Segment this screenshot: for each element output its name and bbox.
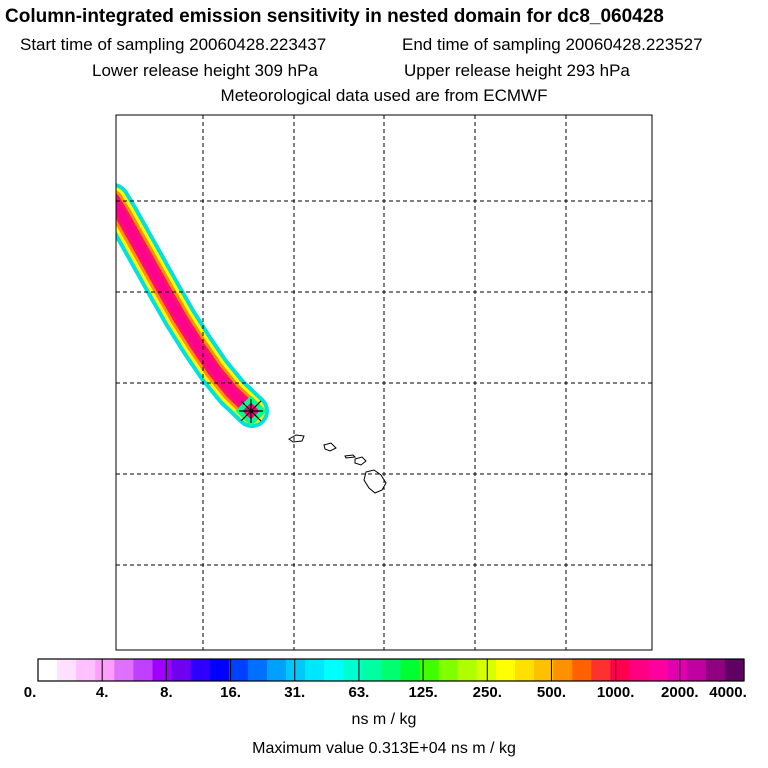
sensitivity-plume: [116, 183, 269, 428]
colorbar-tick-label: 1000.: [596, 684, 635, 701]
island-maui: [354, 456, 367, 466]
colorbar-cell: [76, 659, 96, 681]
island-kauai: [288, 434, 305, 443]
colorbar-cell: [114, 659, 134, 681]
met-data-label: Meteorological data used are from ECMWF: [220, 86, 548, 105]
colorbar-cell: [515, 659, 535, 681]
colorbar-cell: [228, 659, 249, 681]
colorbar-cell: [38, 659, 58, 681]
island-oahu: [323, 442, 337, 452]
colorbar-cell: [419, 659, 440, 681]
end-time-label: End time of sampling 20060428.223527: [402, 35, 703, 54]
colorbar-cell: [495, 659, 516, 681]
start-time-label: Start time of sampling 20060428.223437: [20, 35, 327, 54]
hawaii-coastline: [288, 434, 387, 494]
colorbar-tick-label: 16.: [220, 684, 241, 701]
colorbar-cell: [362, 659, 383, 681]
colorbar-cell: [133, 659, 154, 681]
colorbar-dividers: [101, 659, 681, 681]
colorbar-tick-label: 4000.: [709, 684, 747, 701]
colorbar-cell: [476, 659, 497, 681]
colorbar: [38, 659, 745, 681]
map-frame: [115, 114, 653, 651]
receptor-marker: [239, 399, 263, 423]
colorbar-cell: [152, 659, 173, 681]
colorbar-cell: [610, 659, 631, 681]
island-molokai: [344, 454, 357, 459]
colorbar-cell: [534, 659, 554, 681]
colorbar-tick-label: 125.: [408, 684, 438, 701]
colorbar-cell: [400, 659, 421, 681]
colorbar-cell: [648, 659, 669, 681]
colorbar-cell: [724, 659, 745, 681]
colorbar-cell: [324, 659, 344, 681]
colorbar-cell: [190, 659, 211, 681]
colorbar-tick-label: 8.: [160, 684, 173, 701]
map-grid: [116, 115, 652, 650]
island-hawaii: [363, 469, 387, 494]
colorbar-tick-label: 250.: [472, 684, 502, 701]
colorbar-cell: [266, 659, 287, 681]
colorbar-cell: [457, 659, 478, 681]
colorbar-tick-label: 63.: [348, 684, 370, 701]
colorbar-cell: [572, 659, 592, 681]
colorbar-cell: [95, 659, 115, 681]
colorbar-tick-label: 500.: [536, 684, 567, 701]
max-value-label: Maximum value 0.313E+04 ns m / kg: [252, 740, 516, 757]
colorbar-cell: [305, 659, 325, 681]
colorbar-cell: [591, 659, 612, 681]
colorbar-cell: [438, 659, 459, 681]
colorbar-tick-label: 2000.: [661, 684, 699, 701]
colorbar-cell: [381, 659, 402, 681]
colorbar-cell: [171, 659, 192, 681]
colorbar-frame: [37, 658, 745, 682]
colorbar-cell: [629, 659, 650, 681]
colorbar-cell: [553, 659, 573, 681]
colorbar-units: ns m / kg: [351, 711, 417, 728]
colorbar-cell: [209, 659, 230, 681]
colorbar-cell: [667, 659, 688, 681]
upper-height-label: Upper release height 293 hPa: [404, 61, 630, 80]
colorbar-cell: [705, 659, 726, 681]
colorbar-cell: [343, 659, 363, 681]
colorbar-cell: [286, 659, 306, 681]
colorbar-cell: [686, 659, 707, 681]
colorbar-cell: [57, 659, 77, 681]
colorbar-tick-label: 0.: [23, 684, 37, 701]
chart-title: Column-integrated emission sensitivity i…: [5, 6, 664, 27]
colorbar-tick-label: 4.: [95, 684, 109, 701]
lower-height-label: Lower release height 309 hPa: [92, 61, 318, 80]
colorbar-tick-label: 31.: [284, 684, 306, 701]
colorbar-cell: [247, 659, 268, 681]
